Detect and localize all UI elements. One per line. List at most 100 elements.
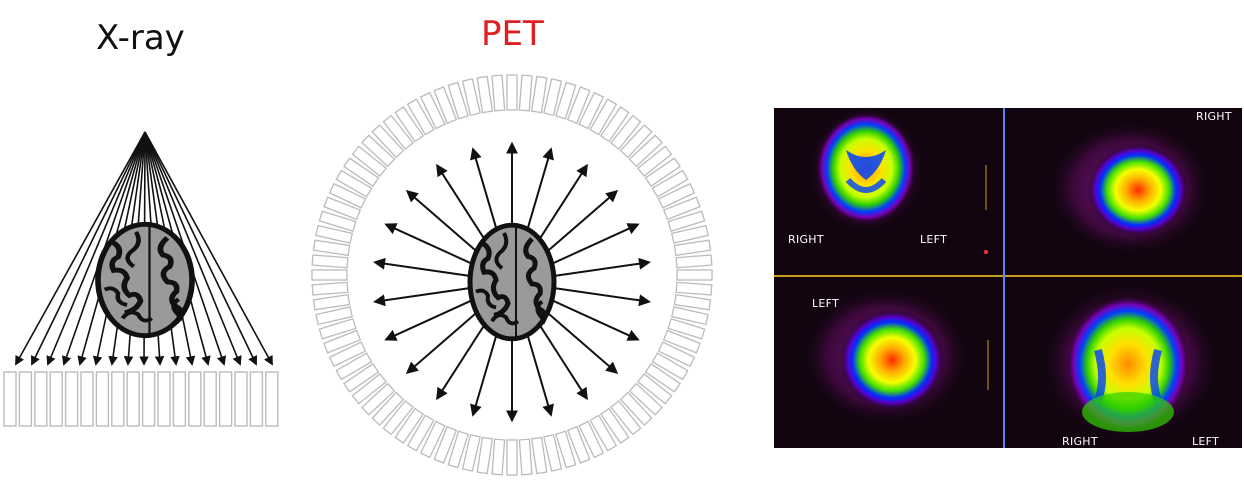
pet-diagram <box>311 74 713 476</box>
pet-detector-rect <box>589 98 618 136</box>
pet-detector-rect <box>419 91 446 130</box>
pet-detector-rect <box>311 269 348 281</box>
pet-detector-rect <box>433 86 458 125</box>
pet-detector-cell <box>610 114 642 151</box>
pet-detector-cell <box>328 182 367 209</box>
xray-detector <box>111 371 125 427</box>
pet-detector-cell <box>361 382 396 416</box>
pet-detector-rect <box>328 341 367 368</box>
pet-title: PET <box>481 14 544 54</box>
pet-detector-cell <box>406 414 435 452</box>
pet-detector-rect <box>506 439 518 476</box>
pet-detector-cell <box>619 124 653 159</box>
pet-detector-rect <box>662 329 701 354</box>
pet-detector-cell <box>394 407 425 444</box>
xray-beam <box>31 131 146 366</box>
xray-detector <box>188 371 202 427</box>
scan-q2-right-label: RIGHT <box>1196 110 1232 123</box>
pet-brain <box>470 225 554 339</box>
pet-detector-cell <box>318 318 357 340</box>
scan-q1-right-label: RIGHT <box>788 233 824 246</box>
pet-detector-cell <box>676 269 713 281</box>
pet-detector-cell <box>328 341 367 368</box>
pet-detector-rect <box>673 293 712 311</box>
pet-detector-cell <box>610 399 642 436</box>
pet-detector-rect <box>476 75 494 114</box>
pet-detector-rect <box>628 382 663 416</box>
pet-detector-rect <box>610 399 642 436</box>
scan-q3-brain <box>840 310 944 410</box>
pet-detector-cell <box>566 86 591 125</box>
pet-detector-cell <box>351 373 388 405</box>
pet-detector-rect <box>361 382 396 416</box>
xray-detector <box>203 371 217 427</box>
pet-detector-cell <box>323 329 362 354</box>
xray-detector <box>80 371 94 427</box>
xray-title: X-ray <box>96 18 185 58</box>
pet-detector-rect <box>543 78 563 117</box>
pet-detector-cell <box>394 106 425 143</box>
pet-detector-rect <box>518 74 533 112</box>
pet-detector-cell <box>491 438 506 476</box>
xray-detector <box>3 371 17 427</box>
pet-detector-cell <box>667 210 706 232</box>
pet-detector-rect <box>491 74 506 112</box>
pet-detector-rect <box>419 420 446 459</box>
pet-detector-cell <box>351 145 388 177</box>
pet-detector-cell <box>518 438 533 476</box>
pet-detector-cell <box>555 430 577 469</box>
pet-detector-rect <box>351 145 388 177</box>
pet-detector-cell <box>311 254 349 269</box>
pet-detector-cell <box>506 439 518 476</box>
pet-detector-rect <box>343 157 380 188</box>
xray-beam <box>46 131 146 366</box>
pet-detector-cell <box>555 81 577 120</box>
pet-detector-cell <box>566 425 591 464</box>
scan-q1-left-label: LEFT <box>920 233 948 246</box>
scan-crosshair <box>984 250 988 254</box>
scan-q1-ventricle <box>846 150 886 180</box>
pet-detector-cell <box>491 74 506 112</box>
pet-detector-cell <box>644 362 681 393</box>
pet-detector-rect <box>673 239 712 257</box>
pet-detector-cell <box>599 106 630 143</box>
pet-detector-rect <box>335 352 373 381</box>
pet-detector-cell <box>578 420 605 459</box>
pet-detector-cell <box>371 391 405 426</box>
pet-detector-rect <box>667 318 706 340</box>
pet-detector-cell <box>419 91 446 130</box>
pet-detector-rect <box>351 373 388 405</box>
pet-detector-cell <box>323 196 362 221</box>
pet-detector-cell <box>343 362 380 393</box>
xray-detector <box>141 371 156 427</box>
pet-detector-cell <box>589 98 618 136</box>
pet-detector-rect <box>447 81 469 120</box>
pet-detector-rect <box>675 254 713 269</box>
pet-detector-cell <box>543 433 563 472</box>
xray-diagram <box>3 131 279 427</box>
pet-detector-cell <box>578 91 605 130</box>
pet-detector-cell <box>447 81 469 120</box>
pet-detector-cell <box>675 281 713 296</box>
pet-detector-cell <box>589 414 618 452</box>
pet-detector-cell <box>406 98 435 136</box>
pet-detector-cell <box>476 436 494 475</box>
pet-detector-rect <box>315 306 354 326</box>
xray-detector <box>49 371 63 427</box>
pet-detector-rect <box>312 239 351 257</box>
scan-q4-right-label: RIGHT <box>1062 435 1098 448</box>
pet-detector-rect <box>328 182 367 209</box>
pet-detector-cell <box>651 352 689 381</box>
pet-detector-rect <box>506 74 518 111</box>
pet-detector-cell <box>433 425 458 464</box>
xray-detector <box>126 371 140 427</box>
pet-detector-rect <box>311 254 349 269</box>
pet-detector-rect <box>662 196 701 221</box>
pet-detector-rect <box>670 306 709 326</box>
pet-detector-cell <box>382 399 414 436</box>
pet-detector-rect <box>578 420 605 459</box>
xray-beam <box>144 131 273 366</box>
xray-beam <box>144 131 242 366</box>
pet-detector-rect <box>382 399 414 436</box>
pet-detector-cell <box>447 430 469 469</box>
